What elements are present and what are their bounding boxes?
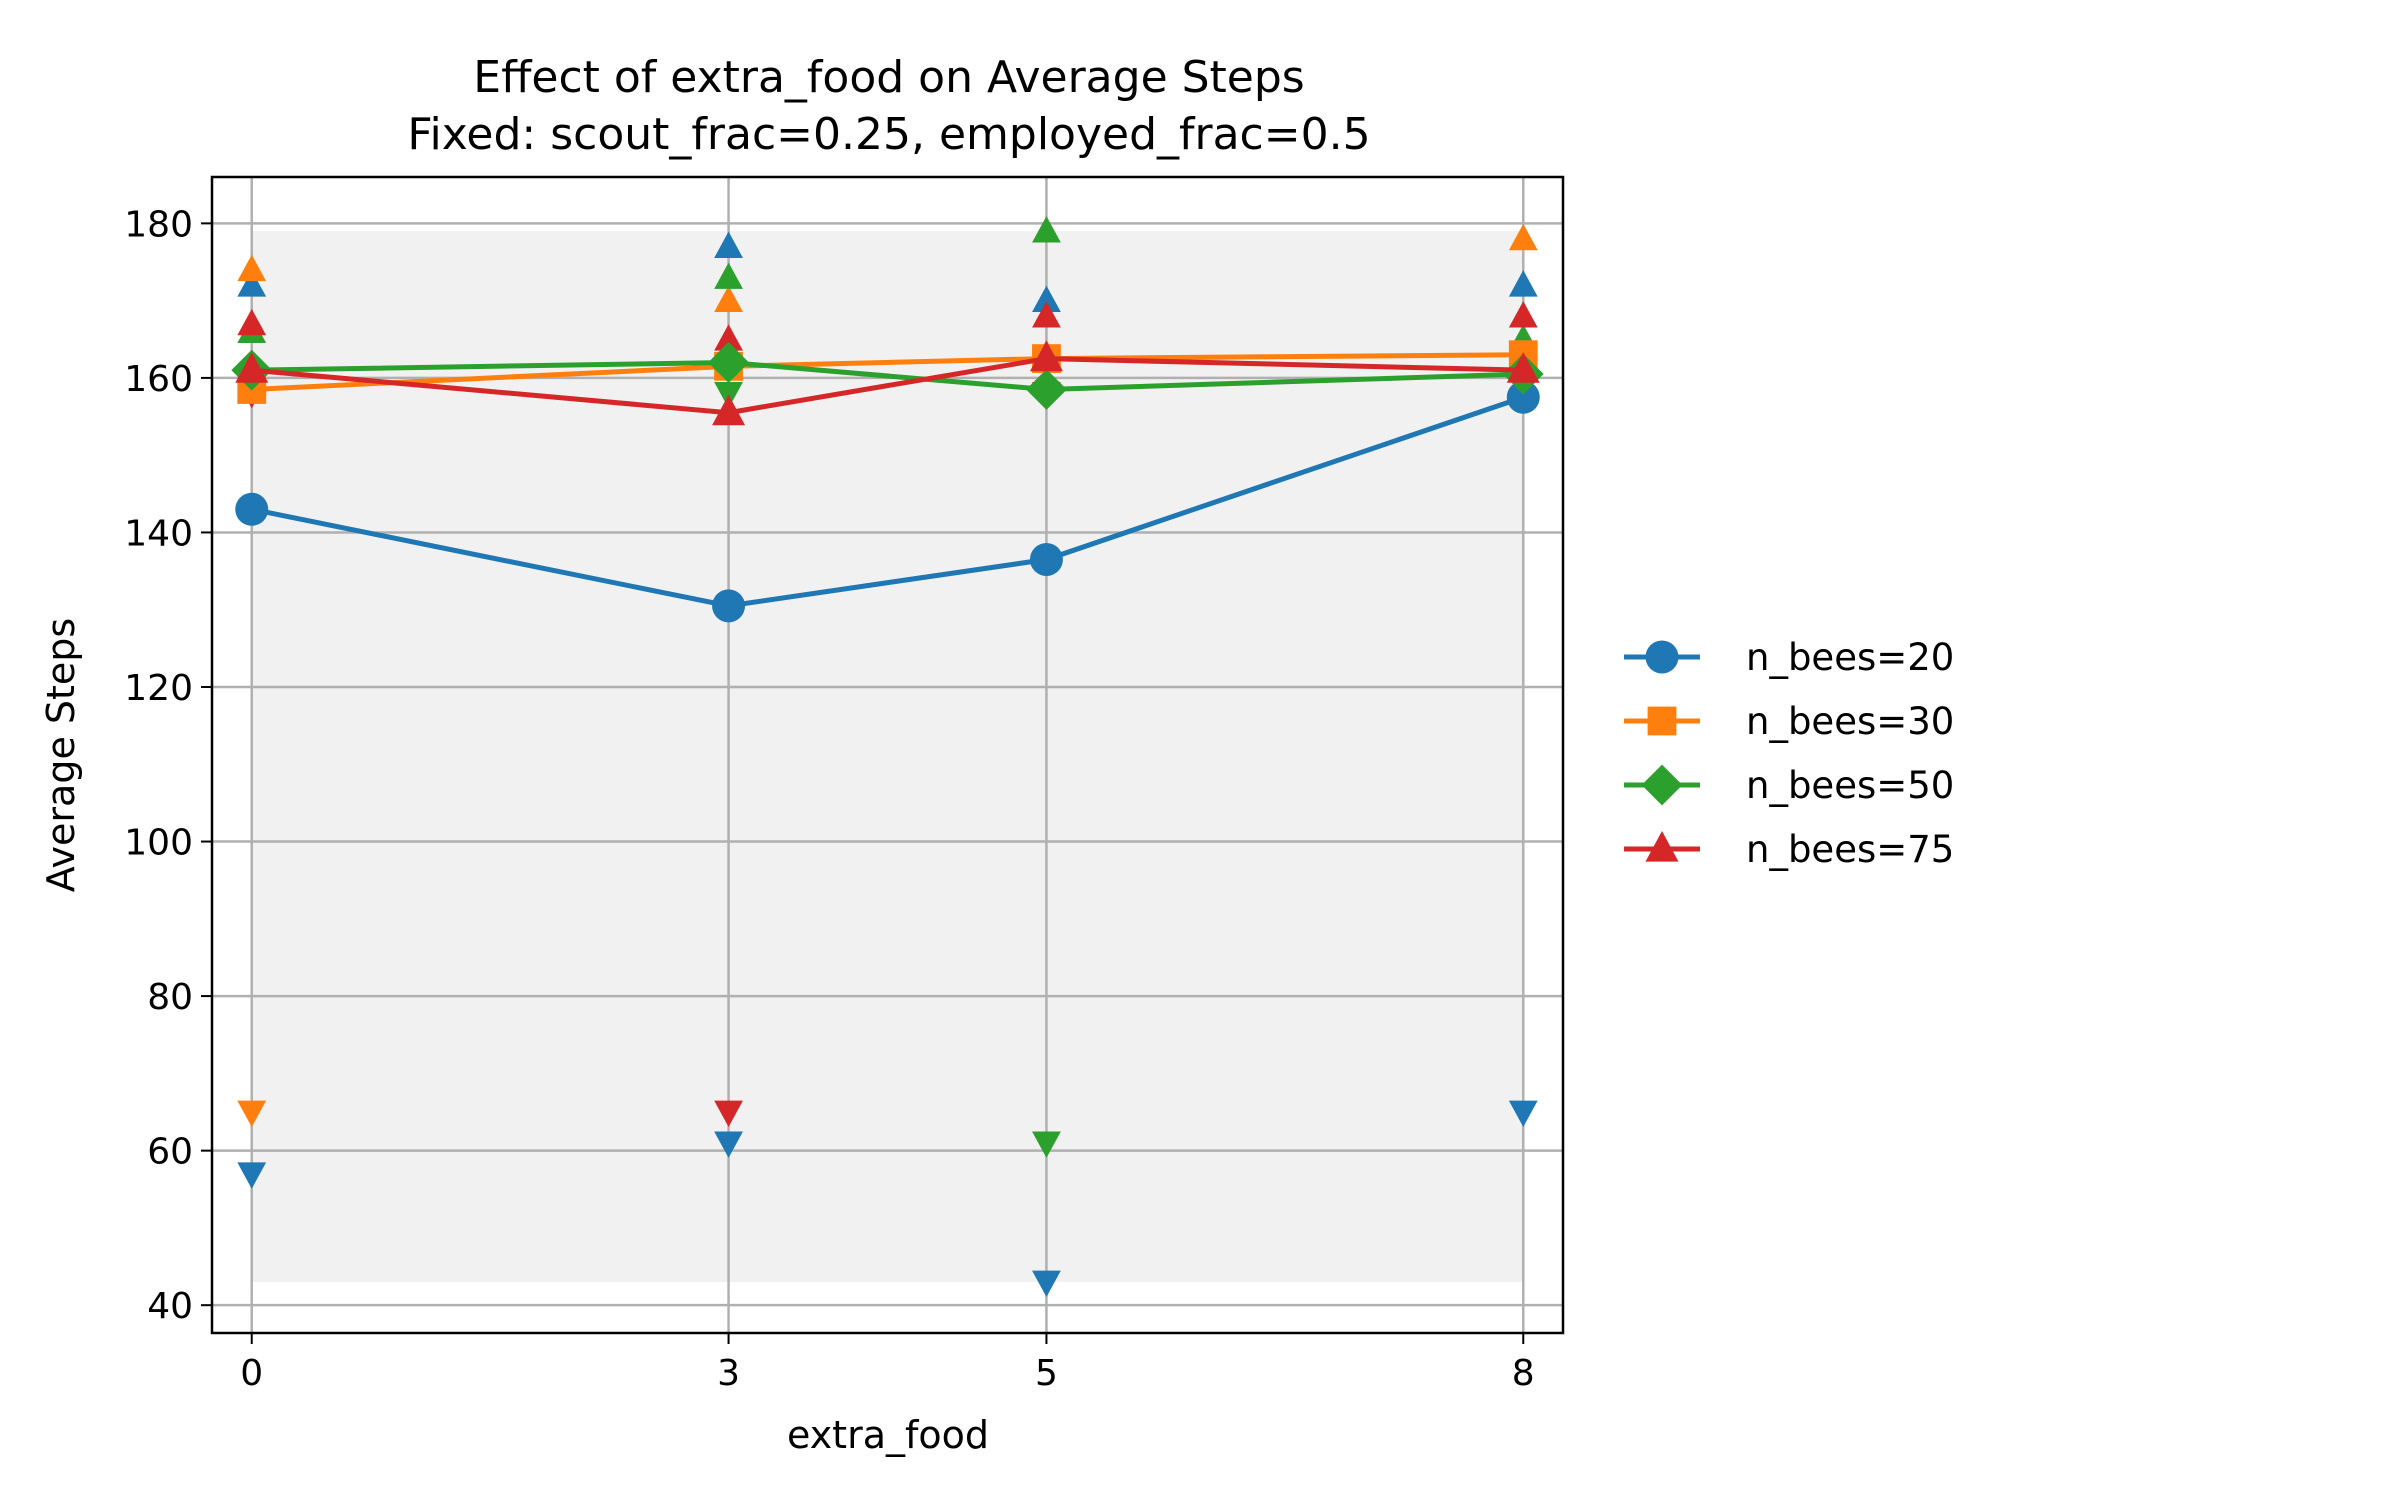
max-marker [1508,270,1538,297]
series-layer [231,216,1544,1297]
series-marker [1029,340,1063,372]
series-marker [712,589,746,623]
chart-subtitle: Fixed: scout_frac=0.25, employed_frac=0.… [407,109,1370,160]
legend: n_bees=20 n_bees=30 n_bees=50 n_bees=75 [1624,636,1954,871]
legend-label: n_bees=50 [1746,764,1954,807]
legend-label: n_bees=30 [1746,700,1954,743]
series-marker [712,394,746,426]
legend-label: n_bees=20 [1746,636,1954,679]
max-marker [714,231,743,258]
y-tick-label: 140 [124,513,193,554]
legend-label: n_bees=75 [1746,828,1954,871]
shaded-band [251,231,1524,1282]
max-marker [1508,301,1538,328]
series-marker [1506,380,1540,414]
series-line [251,356,1524,416]
legend-item: n_bees=50 [1624,764,1954,807]
max-marker [237,308,267,336]
series-4 [235,340,1540,426]
plot-frame [210,175,1565,1335]
series-1-extremes [237,231,1538,1297]
series-marker [235,492,269,526]
series-3 [231,342,1544,410]
max-marker [1032,301,1061,328]
series-line [251,359,1524,393]
series-marker [1026,369,1067,410]
y-tick-label: 180 [124,204,193,245]
min-marker [237,1100,267,1127]
max-marker [1508,223,1538,251]
series-marker [1506,352,1540,383]
chart-title: Effect of extra_food on Average Steps [473,52,1304,103]
max-marker [714,262,743,289]
y-tick-label: 120 [124,668,193,709]
min-marker [237,1162,267,1189]
x-tick-label: 8 [1512,1353,1535,1394]
legend-item: n_bees=30 [1624,700,1954,743]
x-tick-label: 0 [240,1353,263,1394]
min-marker [714,1131,743,1158]
min-marker [714,1100,743,1127]
y-tick-label: 60 [147,1132,193,1173]
max-marker [714,285,743,313]
legend-item: n_bees=20 [1624,636,1954,679]
max-marker [237,254,267,282]
y-tick-label: 160 [124,359,193,400]
x-tick-label: 3 [717,1353,740,1394]
series-line [251,352,1524,392]
legend-marker [1641,764,1683,806]
legend-marker [1645,831,1679,862]
series-marker [1029,543,1063,576]
min-marker [1508,1100,1538,1127]
series-marker [235,352,269,383]
plot-area [210,175,1565,1335]
y-axis-ticks: 40 60 80 100 120 140 160 180 [124,204,212,1327]
legend-item: n_bees=75 [1624,828,1954,871]
y-tick-label: 80 [147,977,193,1018]
x-axis-label: extra_food [787,1413,989,1457]
y-tick-label: 100 [124,823,193,864]
max-marker [1032,285,1061,313]
x-tick-label: 5 [1035,1353,1058,1394]
x-axis-ticks: 0 3 5 8 [240,1333,1535,1394]
max-marker [1032,216,1061,243]
legend-marker [1647,706,1677,736]
max-marker [714,324,743,351]
y-tick-label: 40 [147,1286,193,1327]
series-marker [708,342,749,383]
max-marker [237,270,267,297]
legend-marker [1645,640,1679,674]
min-marker [1032,1270,1061,1297]
series-1 [235,380,1540,623]
series-line [251,394,1525,609]
y-axis-label: Average Steps [39,618,83,892]
min-marker [1032,1131,1061,1158]
